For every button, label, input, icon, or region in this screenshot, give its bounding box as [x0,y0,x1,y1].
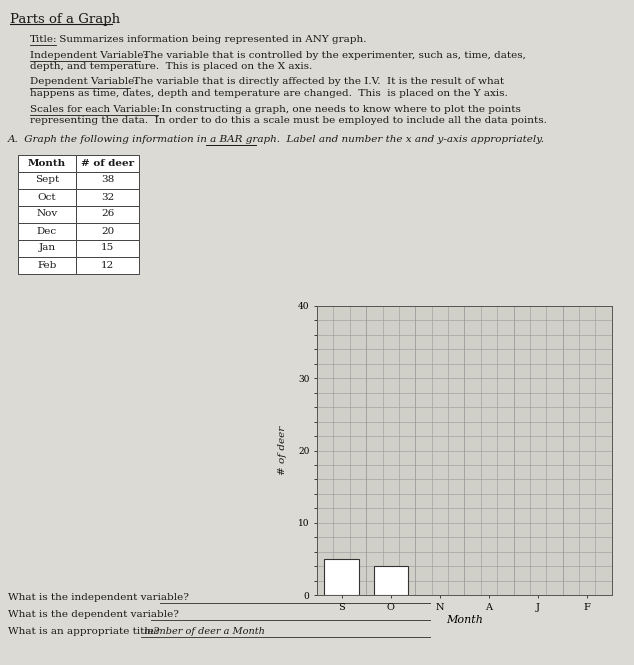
Text: Sept: Sept [35,176,59,184]
Text: The variable that is controlled by the experimenter, such as, time, dates,: The variable that is controlled by the e… [140,51,526,59]
Text: Month: Month [28,158,66,168]
Text: 15: 15 [101,243,114,253]
Text: Oct: Oct [37,192,56,201]
Text: number of deer a Month: number of deer a Month [145,627,265,636]
Text: # of deer: # of deer [278,426,287,475]
Text: A.  Graph the following information in a BAR graph.  Label and number the x and : A. Graph the following information in a … [8,134,545,144]
Bar [18,205,76,223]
Text: What is the dependent variable?: What is the dependent variable? [8,610,179,619]
Text: 12: 12 [101,261,114,269]
Text: Feb: Feb [37,261,56,269]
Bar [76,239,139,257]
Text: Summarizes information being represented in ANY graph.: Summarizes information being represented… [56,35,366,44]
Text: Dec: Dec [37,227,57,235]
Bar [18,223,76,239]
Text: Scales for each Variable:: Scales for each Variable: [30,104,160,114]
Bar [76,154,139,172]
Bar [18,239,76,257]
X-axis label: Month: Month [446,614,483,624]
Bar [18,257,76,273]
Text: happens as time, dates, depth and temperature are changed.  This  is placed on t: happens as time, dates, depth and temper… [30,89,508,98]
Text: 38: 38 [101,176,114,184]
Text: Nov: Nov [36,209,58,219]
Bar [18,154,76,172]
Text: What is the independent variable?: What is the independent variable? [8,593,189,602]
Text: What is an appropriate title?: What is an appropriate title? [8,627,160,636]
Text: The variable that is directly affected by the I.V.  It is the result of what: The variable that is directly affected b… [130,78,504,86]
Bar [76,205,139,223]
Text: representing the data.  In order to do this a scale must be employed to include : representing the data. In order to do th… [30,116,547,125]
Text: Jan: Jan [39,243,56,253]
Bar [76,257,139,273]
Text: 32: 32 [101,192,114,201]
Bar [18,188,76,205]
Bar [76,223,139,239]
Text: # of deer: # of deer [81,158,134,168]
Text: 20: 20 [101,227,114,235]
Text: 26: 26 [101,209,114,219]
Bar [76,172,139,188]
Text: Title:: Title: [30,35,58,44]
Bar [76,188,139,205]
Bar [373,566,408,595]
Bar [325,559,359,595]
Bar [18,172,76,188]
Text: Parts of a Graph: Parts of a Graph [10,13,120,26]
Text: Independent Variable:: Independent Variable: [30,51,147,59]
Text: Dependent Variable:: Dependent Variable: [30,78,138,86]
Text: In constructing a graph, one needs to know where to plot the points: In constructing a graph, one needs to kn… [158,104,521,114]
Text: depth, and temperature.  This is placed on the X axis.: depth, and temperature. This is placed o… [30,62,313,71]
